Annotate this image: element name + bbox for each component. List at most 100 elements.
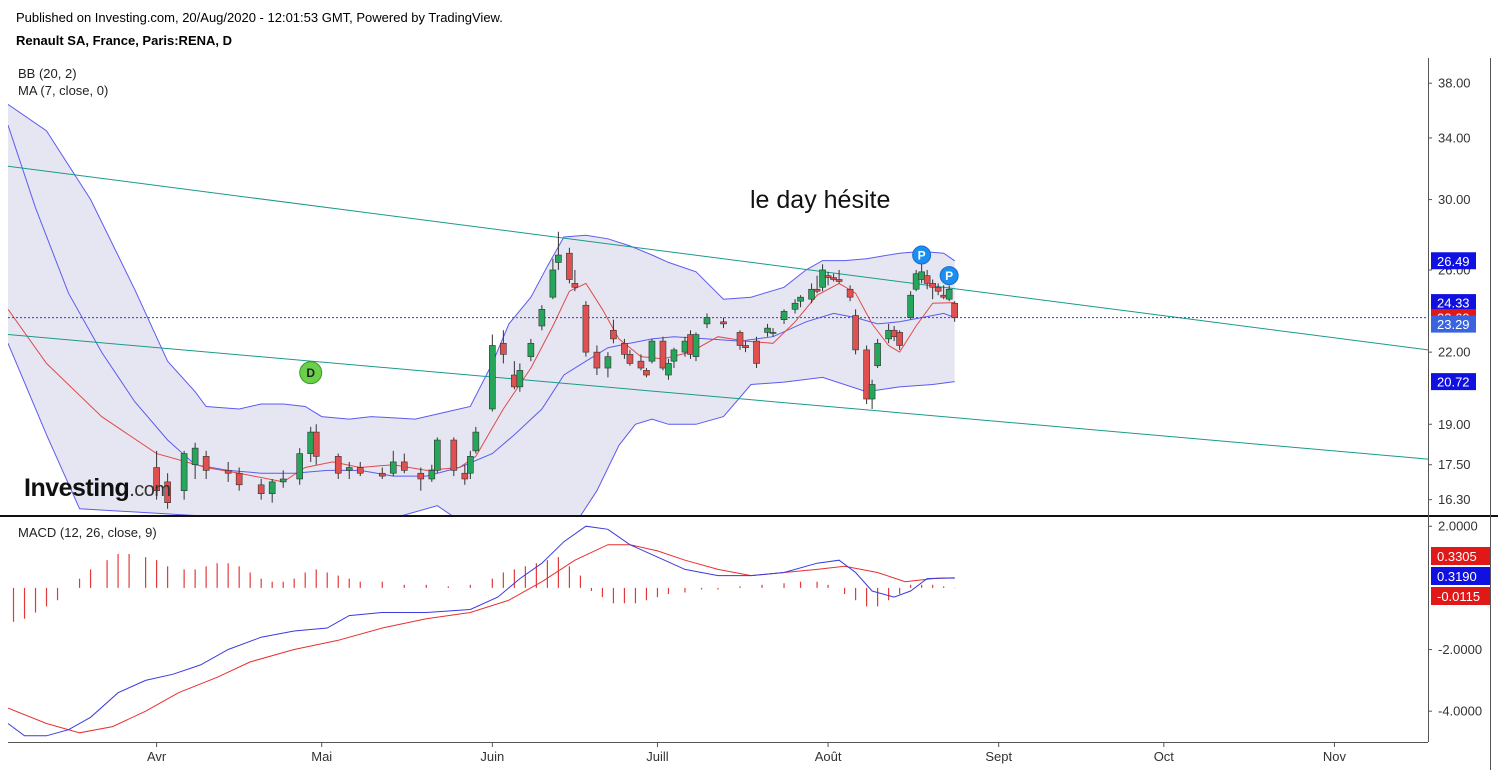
candle bbox=[808, 283, 815, 304]
candle-down-body bbox=[813, 288, 821, 292]
macd-signal-line bbox=[8, 544, 955, 734]
candle-up-body bbox=[703, 317, 711, 325]
y-tick-label: 38.00 bbox=[1438, 76, 1471, 91]
candle-up-body bbox=[945, 288, 953, 300]
y-tick-label: 16.30 bbox=[1438, 492, 1471, 507]
candle-down-body bbox=[846, 288, 854, 298]
y-tick-label: 34.00 bbox=[1438, 130, 1471, 145]
candle bbox=[874, 338, 881, 369]
candle-up-body bbox=[527, 342, 535, 357]
candle bbox=[670, 347, 678, 369]
candle-down-body bbox=[566, 252, 573, 280]
candle bbox=[164, 473, 171, 509]
candle-up-body bbox=[918, 271, 925, 280]
candle-down-body bbox=[400, 461, 408, 471]
candle-up-body bbox=[279, 478, 287, 483]
candle-down-body bbox=[582, 304, 590, 353]
candle bbox=[703, 313, 711, 329]
candle-down-body bbox=[830, 277, 837, 280]
candle-up-body bbox=[874, 342, 881, 367]
candle bbox=[912, 269, 920, 292]
candle bbox=[764, 323, 771, 337]
candle-up-body bbox=[389, 461, 397, 474]
candle bbox=[571, 269, 579, 292]
candle-down-body bbox=[461, 472, 469, 480]
candle-up-body bbox=[268, 481, 276, 494]
candle bbox=[626, 349, 634, 366]
candle bbox=[813, 275, 821, 294]
candle-down-body bbox=[257, 484, 265, 494]
candle bbox=[604, 352, 612, 378]
candle-up-body bbox=[296, 453, 304, 480]
candle bbox=[648, 338, 656, 364]
x-tick-label: Juill bbox=[646, 749, 669, 764]
investing-watermark: Investing.com bbox=[24, 474, 171, 502]
candle bbox=[593, 345, 601, 376]
candle bbox=[450, 437, 458, 477]
candle-down-body bbox=[643, 370, 650, 376]
price-tag-box bbox=[1431, 252, 1476, 270]
candle-down-body bbox=[923, 275, 931, 284]
y-tick-label: 17.50 bbox=[1438, 457, 1471, 472]
candle bbox=[780, 309, 788, 324]
candle bbox=[312, 424, 320, 465]
candle-down-body bbox=[659, 340, 667, 369]
watermark-brand: Investing bbox=[24, 474, 129, 502]
price-tag-box bbox=[1431, 294, 1476, 312]
x-tick-label: Août bbox=[815, 749, 842, 764]
candle bbox=[378, 467, 386, 479]
marker-circle bbox=[939, 266, 959, 286]
candle-up-body bbox=[180, 453, 188, 491]
candle-down-body bbox=[593, 351, 601, 369]
marker-label: D bbox=[306, 366, 315, 380]
candle bbox=[753, 336, 760, 369]
candle bbox=[345, 461, 353, 479]
candle-down-body bbox=[736, 332, 744, 346]
price-tag-box bbox=[1431, 373, 1476, 391]
candle bbox=[279, 470, 287, 488]
symbol-title: Renault SA, France, Paris:RENA, D bbox=[16, 33, 232, 48]
macd-tag-label: -0.0115 bbox=[1437, 589, 1480, 604]
candle-up-body bbox=[808, 288, 815, 300]
price-tag: 23.29 bbox=[1431, 315, 1476, 333]
candle bbox=[610, 319, 617, 344]
candle-up-body bbox=[555, 254, 562, 263]
candle bbox=[736, 330, 744, 350]
candle bbox=[417, 467, 425, 491]
candle-up-body bbox=[681, 340, 689, 353]
candle-down-body bbox=[951, 302, 958, 318]
candle bbox=[868, 379, 876, 409]
candle bbox=[257, 478, 265, 500]
candle bbox=[356, 461, 364, 477]
candle-up-body bbox=[819, 269, 826, 288]
candle bbox=[934, 283, 942, 296]
candle bbox=[692, 332, 700, 362]
annotation-text: le day hésite bbox=[750, 186, 890, 214]
candle bbox=[153, 450, 160, 500]
candle-down-body bbox=[450, 439, 458, 471]
candle-up-body bbox=[345, 467, 353, 471]
candle-down-body bbox=[934, 286, 942, 292]
candle-up-body bbox=[780, 311, 788, 320]
price-tag: 24.33 bbox=[1431, 294, 1476, 312]
candle bbox=[687, 330, 694, 359]
candle-up-body bbox=[670, 349, 678, 362]
candle-down-body bbox=[224, 470, 232, 474]
candle-up-body bbox=[769, 332, 777, 334]
y-tick-label: 30.00 bbox=[1438, 192, 1471, 207]
candle-up-body bbox=[665, 363, 672, 376]
candle-down-body bbox=[202, 456, 210, 471]
candle-up-body bbox=[764, 327, 771, 333]
candle-down-body bbox=[720, 321, 727, 325]
marker-label: P bbox=[945, 269, 953, 283]
macd-tag-box bbox=[1431, 547, 1490, 565]
candle bbox=[549, 258, 557, 300]
candle-up-body bbox=[885, 329, 892, 340]
macd-value-tag: 0.3305 bbox=[1431, 547, 1490, 565]
candle bbox=[819, 264, 826, 292]
candle-up-body bbox=[797, 296, 804, 302]
price-tag: 26.49 bbox=[1431, 252, 1476, 270]
candle-down-body bbox=[511, 374, 518, 388]
candle bbox=[637, 354, 645, 371]
